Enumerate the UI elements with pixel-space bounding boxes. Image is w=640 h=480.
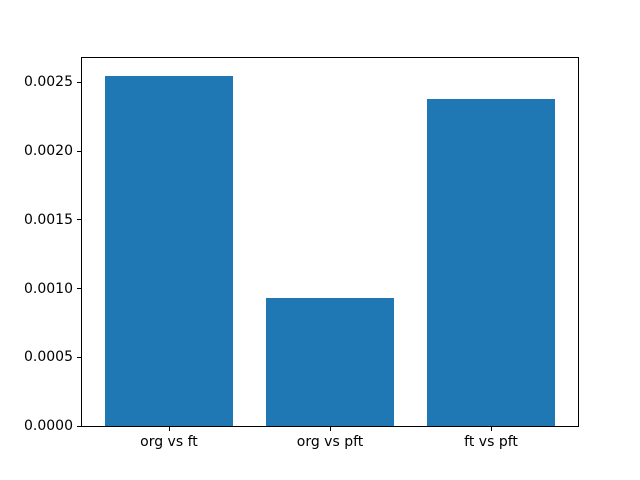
y-tick-label-0.0015: 0.0015 bbox=[24, 211, 73, 228]
y-tick-mark bbox=[77, 150, 81, 152]
x-tick-mark bbox=[168, 427, 170, 431]
y-tick-mark bbox=[77, 219, 81, 221]
y-tick-label-0.0010: 0.0010 bbox=[24, 280, 73, 297]
bar-ft-vs-pft bbox=[426, 98, 556, 426]
plot-area: org vs ft org vs pft ft vs pft 0.0000 0.0005… bbox=[24, 57, 579, 449]
x-tick-label-ft-vs-pft: ft vs pft bbox=[464, 434, 518, 450]
y-tick-mark bbox=[77, 425, 81, 427]
x-tick-label-org-vs-pft: org vs pft bbox=[296, 434, 364, 450]
bar-org-vs-pft bbox=[265, 298, 395, 426]
bar-org-vs-ft bbox=[104, 75, 234, 426]
y-tick-label-0.0000: 0.0000 bbox=[24, 418, 73, 434]
x-tick-mark bbox=[491, 427, 493, 431]
x-tick-mark bbox=[330, 427, 331, 431]
y-tick-mark bbox=[77, 356, 81, 358]
y-tick-mark bbox=[77, 288, 81, 290]
x-tick-label-org-vs-ft: org vs ft bbox=[140, 434, 198, 450]
y-tick-mark bbox=[77, 81, 81, 83]
y-tick-label-0.0025: 0.0025 bbox=[24, 74, 73, 91]
y-tick-label-0.0005: 0.0005 bbox=[24, 349, 73, 366]
y-tick-label-0.0020: 0.0020 bbox=[24, 143, 73, 160]
